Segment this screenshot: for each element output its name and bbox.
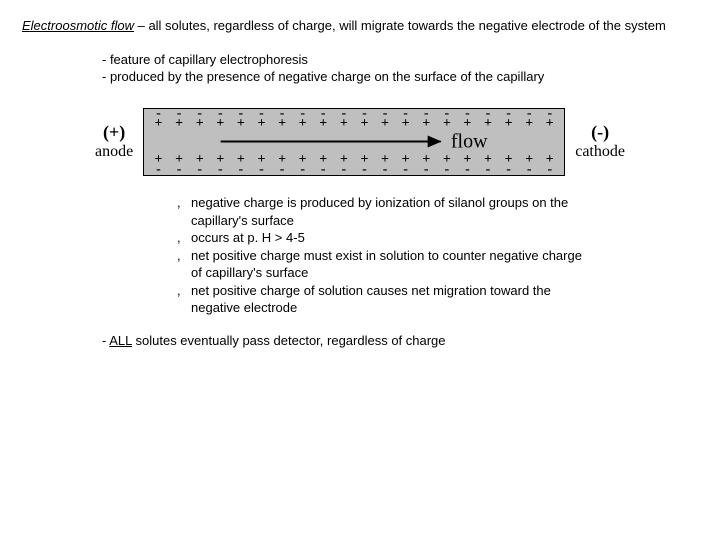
capillary-diagram: (+) anode -------------------- +++++++++… <box>22 108 698 176</box>
term-electroosmotic: Electroosmotic flow <box>22 18 134 33</box>
anode-sign: (+) <box>95 122 133 143</box>
flow-label: flow <box>451 130 488 153</box>
anode-label: (+) anode <box>95 122 133 161</box>
note-2: ,occurs at p. H > 4-5 <box>177 229 698 247</box>
cathode-sign: (-) <box>575 122 625 143</box>
feature-list: - feature of capillary electrophoresis -… <box>102 51 698 86</box>
note-1: ,negative charge is produced by ionizati… <box>177 194 698 212</box>
intro-paragraph: Electroosmotic flow – all solutes, regar… <box>22 18 698 35</box>
all-underline: ALL <box>109 333 132 348</box>
notes-list: ,negative charge is produced by ionizati… <box>177 194 698 317</box>
feature-item-1: - feature of capillary electrophoresis <box>102 51 698 69</box>
feature-item-2: - produced by the presence of negative c… <box>102 68 698 86</box>
capillary-box: -------------------- +++++++++++++++++++… <box>143 108 565 176</box>
cathode-text: cathode <box>575 143 625 161</box>
row-neg-bot: -------------------- <box>144 163 564 176</box>
anode-text: anode <box>95 143 133 161</box>
row-pos-top: ++++++++++++++++++++ <box>144 117 564 131</box>
note-4: ,net positive charge of solution causes … <box>177 282 698 300</box>
note-3: ,net positive charge must exist in solut… <box>177 247 698 265</box>
intro-rest: – all solutes, regardless of charge, wil… <box>134 18 666 33</box>
flow-arrow: flow <box>221 130 488 153</box>
final-statement: - ALL solutes eventually pass detector, … <box>102 333 698 348</box>
arrow-icon <box>221 141 441 143</box>
cathode-label: (-) cathode <box>575 122 625 161</box>
